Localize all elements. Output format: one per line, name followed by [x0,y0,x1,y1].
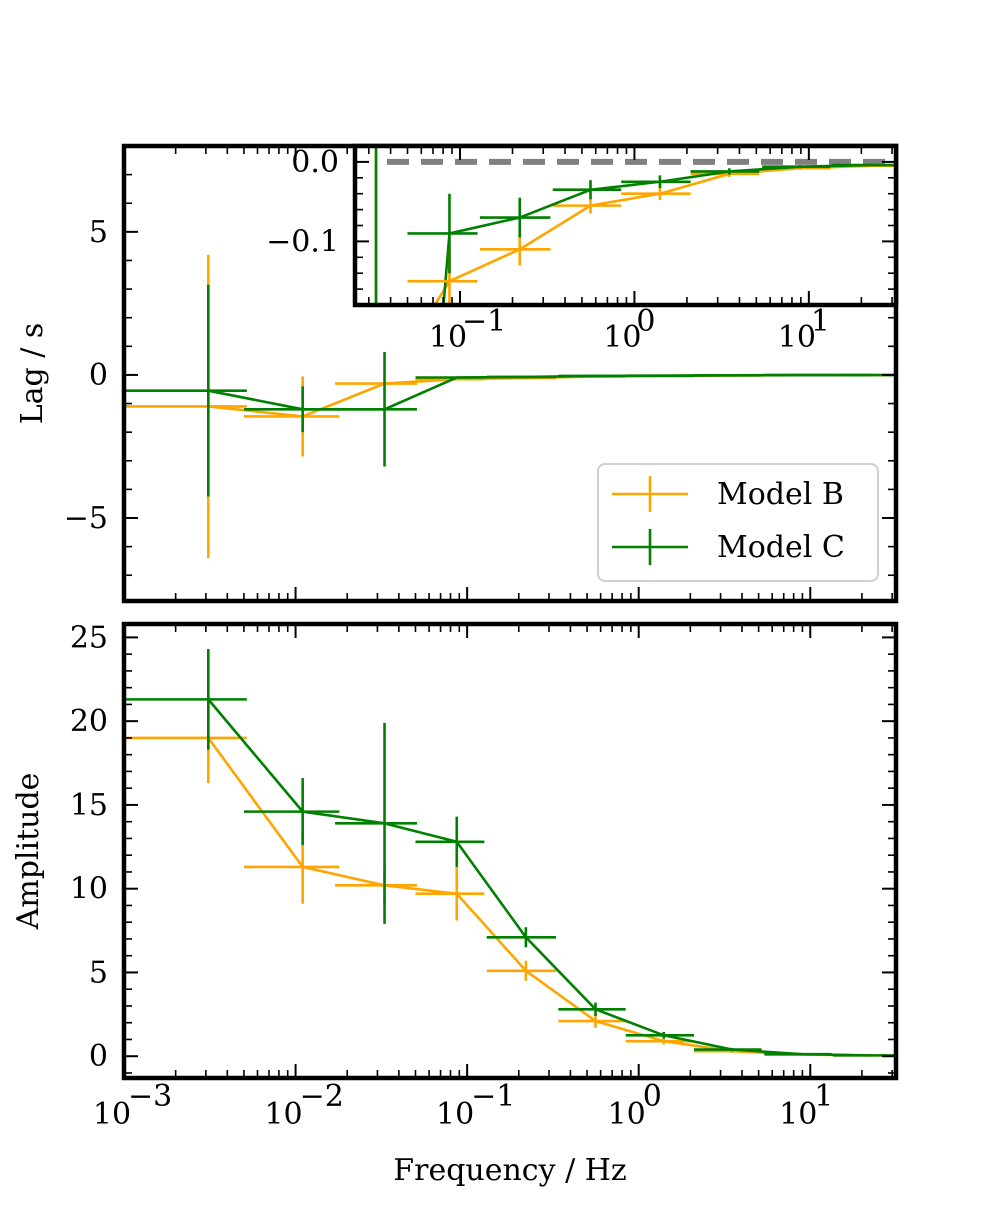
series-model-b [124,692,896,1057]
y-tick-label: 0 [89,358,108,393]
x-tick-exponent: −3 [128,1079,172,1114]
x-tick-exponent: −2 [300,1079,344,1114]
x-tick-exponent: 1 [814,1079,833,1114]
lag-inset-panel: 0.0−0.110−1 100 101 [266,143,899,355]
y-tick-label: 20 [70,704,108,739]
series-line [208,373,872,411]
legend-entry-model-b: Model B [612,476,844,512]
y-tick-label: −5 [64,501,108,536]
inset-x-tick-label: 10 [778,320,816,355]
y-tick-label: 15 [70,788,108,823]
y-tick-label: 5 [89,215,108,250]
inset-x-tick-exponent: −1 [462,304,506,339]
inset-frame [352,143,899,308]
inset-y-tick-label: −0.1 [266,224,339,259]
inset-x-tick-exponent: 0 [636,304,655,339]
lag-y-label: Lag / s [15,323,50,425]
x-tick-label: 10 [779,1097,817,1132]
y-tick-label: 5 [89,955,108,990]
legend: Model B Model C [597,463,879,582]
series-line [207,698,872,1057]
x-tick-label: 10 [93,1097,131,1132]
y-tick-label: 10 [70,872,108,907]
x-tick-label: 10 [264,1097,302,1132]
inset-x-tick-exponent: 1 [811,304,830,339]
legend-label: Model C [717,530,845,565]
entry-line [442,233,451,305]
x-tick-exponent: −1 [471,1079,515,1114]
series-model-c [124,649,896,1057]
amplitude-panel: 051015202510−310−210−1100101AmplitudeFre… [11,620,899,1188]
entry-line [433,280,451,305]
inset-entry-segment [374,146,451,305]
legend-entry-model-c: Model C [612,529,845,565]
series-model-c [407,163,896,274]
x-tick-label: 10 [436,1097,474,1132]
x-tick-exponent: 0 [643,1079,662,1114]
inset-x-tick-label: 10 [603,320,641,355]
amplitude-y-label: Amplitude [11,773,46,931]
inset-y-tick-label: 0.0 [291,145,339,180]
inset-x-tick-label: 10 [429,320,467,355]
series-model-c [124,284,896,497]
y-tick-label: 0 [89,1039,108,1074]
legend-label: Model B [717,477,844,512]
x-tick-label: 10 [608,1097,646,1132]
x-axis-label: Frequency / Hz [393,1153,626,1188]
amplitude-frame [121,621,899,1081]
y-tick-label: 25 [70,620,108,655]
series-line [207,737,872,1057]
